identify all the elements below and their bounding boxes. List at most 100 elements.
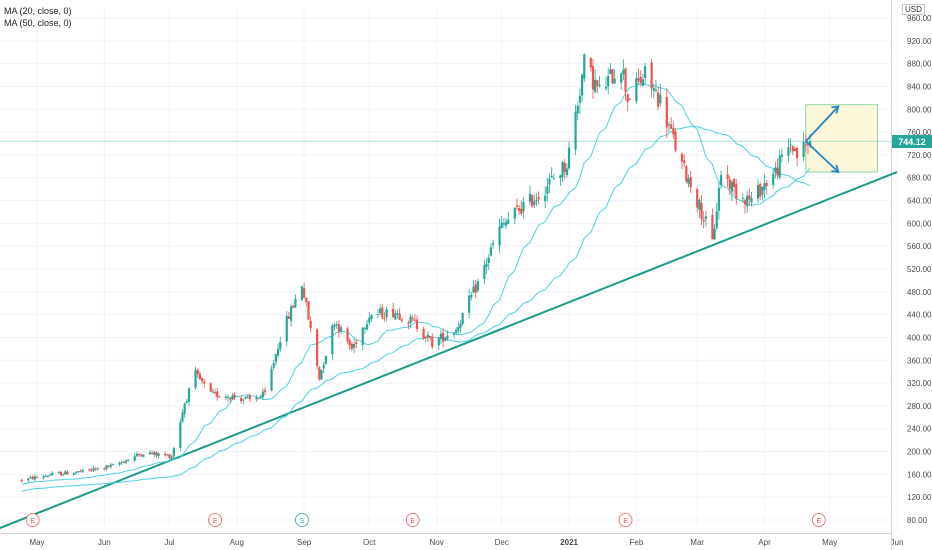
projection-arrowhead-up xyxy=(831,105,840,114)
candle-body xyxy=(498,226,501,246)
candle-body xyxy=(279,342,282,350)
y-tick-label: 120.00 xyxy=(907,493,932,502)
y-tick-label: 480.00 xyxy=(907,288,932,297)
candle-body xyxy=(667,124,671,126)
candle-body xyxy=(74,472,78,474)
candle-body xyxy=(774,167,777,173)
candle-body xyxy=(263,390,267,393)
candle-body xyxy=(487,257,490,264)
candle-body xyxy=(533,201,536,205)
candle-body xyxy=(348,340,351,346)
candle-body xyxy=(90,469,93,471)
candle-body xyxy=(428,336,432,338)
event-marker-label: E xyxy=(410,518,415,525)
candle-body xyxy=(809,141,812,146)
x-tick-label: Sep xyxy=(297,538,312,547)
candle-body xyxy=(261,391,264,398)
y-tick-label: 960.00 xyxy=(907,14,932,23)
y-tick-label: 80.00 xyxy=(907,516,928,525)
candle-body xyxy=(20,479,23,481)
candle-body xyxy=(780,154,783,157)
candle-body xyxy=(88,468,91,470)
candle-body xyxy=(276,349,280,356)
candle-body xyxy=(270,368,273,391)
candle-body xyxy=(713,228,716,240)
candle-body xyxy=(604,86,608,89)
candle-body xyxy=(520,208,523,214)
candle-body xyxy=(446,335,449,339)
candle-body xyxy=(628,98,631,100)
candle-body xyxy=(641,79,645,86)
candle-body xyxy=(157,453,160,456)
candle-body xyxy=(246,396,249,398)
candle-body xyxy=(31,476,34,480)
candle-body xyxy=(148,452,152,455)
y-tick-label: 720.00 xyxy=(907,151,932,160)
last-price-tag: 744.12 xyxy=(892,135,932,148)
candle-body xyxy=(711,214,714,240)
candle-body xyxy=(303,288,306,298)
candle-body xyxy=(355,342,358,345)
candle-body xyxy=(333,324,336,327)
candle-body xyxy=(474,284,477,293)
candle-body xyxy=(437,338,440,346)
candle-body xyxy=(719,175,723,186)
legend-ma50[interactable]: MA (50, close, 0) xyxy=(4,18,72,28)
candle-body xyxy=(396,313,399,315)
candle-body xyxy=(652,87,655,91)
candle-body xyxy=(27,478,30,481)
currency-label: USD xyxy=(902,4,925,15)
candle-body xyxy=(292,305,295,308)
candle-body xyxy=(59,472,62,476)
candle-body xyxy=(79,471,82,473)
candle-body xyxy=(29,477,32,479)
candle-body xyxy=(574,111,577,150)
y-tick-label: 240.00 xyxy=(907,425,932,434)
projection-arrow-up xyxy=(805,105,840,142)
candle-body xyxy=(591,66,595,90)
candle-body xyxy=(324,355,327,364)
candle-body xyxy=(48,474,52,476)
candle-body xyxy=(109,464,112,467)
candle-body xyxy=(185,400,188,403)
candle-body xyxy=(409,316,412,324)
candle-body xyxy=(300,286,304,300)
candle-body xyxy=(470,294,473,298)
legend-ma20[interactable]: MA (20, close, 0) xyxy=(4,6,72,16)
y-tick-label: 520.00 xyxy=(907,265,932,274)
candle-body xyxy=(472,286,475,293)
candle-body xyxy=(802,142,805,158)
candle-body xyxy=(657,92,660,107)
candle-body xyxy=(385,309,388,318)
candle-body xyxy=(127,459,130,461)
candle-body xyxy=(294,298,297,308)
candle-body xyxy=(741,197,744,199)
candle-body xyxy=(552,178,555,180)
candle-body xyxy=(576,105,579,114)
candle-body xyxy=(366,324,369,330)
candle-body xyxy=(528,193,532,202)
x-tick-label: Mar xyxy=(690,538,704,547)
candle-body xyxy=(624,68,627,92)
candle-body xyxy=(124,460,128,463)
candle-body xyxy=(183,403,186,414)
candle-body xyxy=(274,354,277,362)
candle-body xyxy=(72,473,76,475)
candle-body xyxy=(748,195,751,200)
candle-body xyxy=(196,369,199,375)
y-tick-label: 560.00 xyxy=(907,242,932,251)
y-tick-label: 200.00 xyxy=(907,448,932,457)
candle-body xyxy=(187,388,191,402)
moving-average-50 xyxy=(21,126,811,492)
candle-body xyxy=(626,94,629,103)
candle-body xyxy=(787,147,790,156)
event-marker-earnings xyxy=(618,513,633,527)
x-tick-label: May xyxy=(29,538,44,547)
candle-body xyxy=(287,316,291,319)
candle-body xyxy=(392,308,395,318)
candle-body xyxy=(791,146,794,152)
candle-body xyxy=(381,307,384,318)
candle-body xyxy=(531,195,534,207)
candle-body xyxy=(426,334,430,338)
